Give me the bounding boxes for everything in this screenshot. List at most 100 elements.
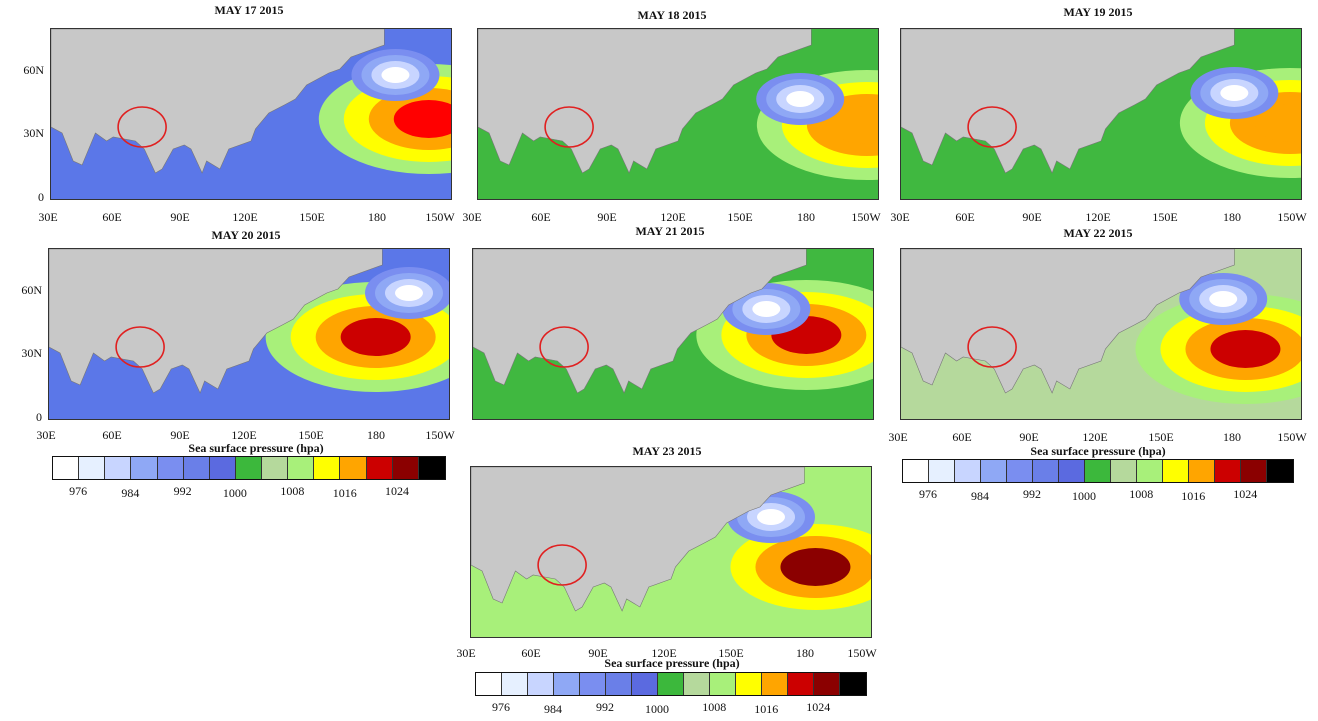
colorbar-swatch <box>736 673 762 695</box>
colorbar-swatch <box>814 673 840 695</box>
lon-label: 60E <box>955 210 975 224</box>
lat-label: 30N <box>23 126 44 140</box>
colorbar-tick-label: 1016 <box>754 702 779 716</box>
colorbar-swatch <box>476 673 502 695</box>
high-pressure-contour <box>393 100 451 138</box>
lon-label: 60E <box>531 210 551 224</box>
highlight-circle <box>115 326 165 368</box>
lon-label: 90E <box>588 646 608 660</box>
pressure-map <box>51 29 451 199</box>
colorbar-swatch <box>366 457 393 479</box>
colorbar-tick-label: 992 <box>1023 487 1041 501</box>
colorbar-swatch <box>929 460 955 482</box>
map-frame <box>470 466 872 638</box>
colorbar-tick-label: 1024 <box>806 700 831 714</box>
colorbar-swatch <box>528 673 554 695</box>
lon-label: 150W <box>1277 210 1307 224</box>
colorbar-swatch <box>788 673 814 695</box>
colorbar-swatch <box>710 673 736 695</box>
colorbar-title: Sea surface pressure (hpa) <box>188 441 324 455</box>
lon-label: 60E <box>102 428 122 442</box>
highlight-circle <box>537 544 587 586</box>
lon-label: 60E <box>521 646 541 660</box>
lon-label: 120E <box>660 210 686 224</box>
colorbar-swatch <box>79 457 106 479</box>
lat-label: 60N <box>23 63 44 77</box>
colorbar-swatch <box>288 457 315 479</box>
colorbar-swatch <box>658 673 684 695</box>
colorbar-swatch <box>955 460 981 482</box>
colorbar-tick-label: 1000 <box>645 702 669 716</box>
colorbar-swatch <box>183 457 210 479</box>
colorbar-tick-label: 976 <box>69 484 88 498</box>
lat-label: 0 <box>36 410 42 424</box>
colorbar-swatch <box>606 673 632 695</box>
colorbar-swatch <box>1059 460 1085 482</box>
highlight-circle <box>967 326 1017 368</box>
colorbar-title: Sea surface pressure (hpa) <box>604 656 740 670</box>
map-frame <box>900 28 1302 200</box>
lon-label: 180 <box>796 646 814 660</box>
low-pressure-contour <box>381 67 410 83</box>
colorbar <box>902 459 1294 483</box>
colorbar-swatch <box>903 460 929 482</box>
lat-label: 60N <box>21 283 42 297</box>
low-pressure-contour <box>757 509 785 525</box>
high-pressure-contour <box>780 548 851 586</box>
colorbar-swatch <box>1007 460 1033 482</box>
pressure-map <box>901 29 1301 199</box>
lon-label: 120E <box>1085 210 1111 224</box>
lon-label: 180 <box>797 210 815 224</box>
colorbar-swatch <box>502 673 528 695</box>
map-frame <box>472 248 874 420</box>
map-frame <box>48 248 450 420</box>
colorbar-swatch <box>840 673 866 695</box>
colorbar-swatch <box>554 673 580 695</box>
lon-label: 60E <box>952 430 972 444</box>
colorbar-swatch <box>392 457 419 479</box>
low-pressure-contour <box>752 301 781 317</box>
colorbar-swatch <box>418 457 445 479</box>
colorbar-tick-label: 1008 <box>1129 487 1154 501</box>
high-pressure-contour <box>340 318 411 356</box>
low-pressure-contour <box>1220 85 1249 101</box>
lon-label: 90E <box>597 210 617 224</box>
pressure-map <box>901 249 1301 419</box>
colorbar-swatch <box>131 457 158 479</box>
lon-label: 150W <box>425 428 455 442</box>
colorbar-tick-label: 1016 <box>332 486 357 500</box>
colorbar-swatch <box>157 457 184 479</box>
low-pressure-contour <box>395 285 423 301</box>
lon-label: 120E <box>1082 430 1108 444</box>
colorbar-swatch <box>1215 460 1241 482</box>
lon-label: 150E <box>1152 210 1178 224</box>
colorbar-title: Sea surface pressure (hpa) <box>1030 444 1166 458</box>
colorbar-swatch <box>684 673 710 695</box>
pressure-map <box>473 249 873 419</box>
colorbar <box>475 672 867 696</box>
panel-title: MAY 23 2015 <box>632 444 702 458</box>
lon-label: 150W <box>851 210 881 224</box>
colorbar-swatch <box>105 457 132 479</box>
colorbar-swatch <box>209 457 236 479</box>
highlight-circle <box>539 326 589 368</box>
colorbar-tick-label: 984 <box>971 489 989 503</box>
lon-label: 150E <box>299 210 325 224</box>
lon-label: 150E <box>718 646 744 660</box>
lon-label: 30E <box>888 430 908 444</box>
lon-label: 30E <box>456 646 476 660</box>
colorbar-swatch <box>314 457 341 479</box>
colorbar-swatch <box>580 673 606 695</box>
colorbar-swatch <box>632 673 658 695</box>
colorbar-tick-label: 984 <box>121 486 140 500</box>
colorbar-tick-label: 1008 <box>702 700 727 714</box>
lon-label: 30E <box>890 210 910 224</box>
colorbar-swatch <box>1163 460 1189 482</box>
colorbar-swatch <box>1267 460 1293 482</box>
colorbar-swatch <box>1137 460 1163 482</box>
pressure-map <box>478 29 878 199</box>
colorbar-tick-label: 992 <box>596 700 614 714</box>
panel-title: MAY 20 2015 <box>211 228 281 242</box>
colorbar-swatch <box>1111 460 1137 482</box>
lat-label: 30N <box>21 346 42 360</box>
